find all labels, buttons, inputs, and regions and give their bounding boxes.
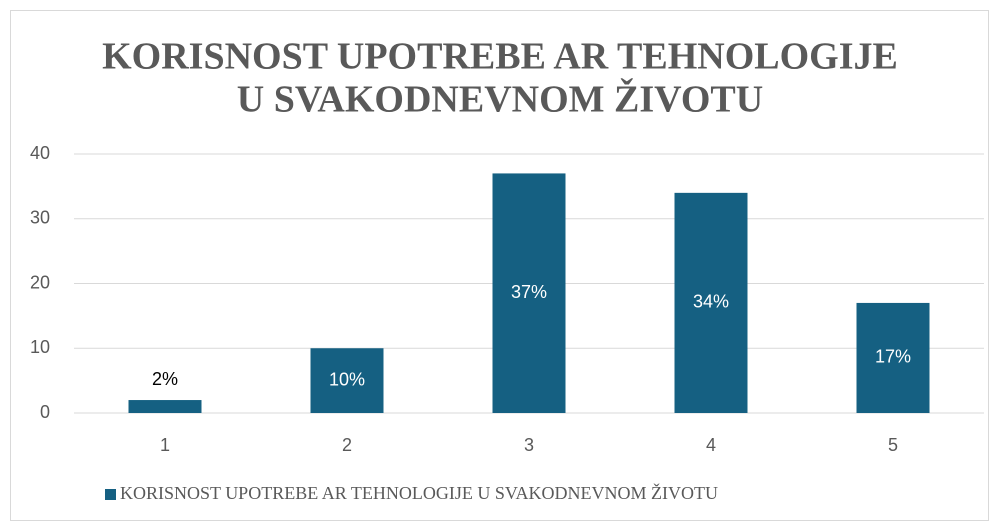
x-tick-label: 2 [342, 435, 352, 455]
y-tick-label: 20 [30, 272, 50, 292]
bar [128, 400, 202, 413]
chart-title: KORISNOST UPOTREBE AR TEHNOLOGIJE [102, 36, 898, 78]
y-tick-label: 40 [30, 143, 50, 163]
bar [310, 348, 384, 413]
x-tick-label: 3 [524, 435, 534, 455]
data-label: 17% [875, 347, 911, 367]
bar [856, 302, 930, 413]
bar [674, 192, 748, 413]
data-label: 2% [152, 369, 178, 389]
y-tick-label: 10 [30, 337, 50, 357]
y-tick-label: 0 [40, 402, 50, 422]
bar [492, 173, 566, 413]
y-tick-label: 30 [30, 208, 50, 228]
data-label: 10% [329, 369, 365, 389]
legend-swatch [105, 489, 116, 500]
data-label: 34% [693, 292, 729, 312]
data-label: 37% [511, 282, 547, 302]
legend-label: KORISNOST UPOTREBE AR TEHNOLOGIJE U SVAK… [120, 482, 718, 503]
x-tick-label: 1 [160, 435, 170, 455]
chart-title: U SVAKODNEVNOM ŽIVOTU [237, 79, 763, 121]
x-tick-label: 4 [706, 435, 716, 455]
x-tick-label: 5 [888, 435, 898, 455]
